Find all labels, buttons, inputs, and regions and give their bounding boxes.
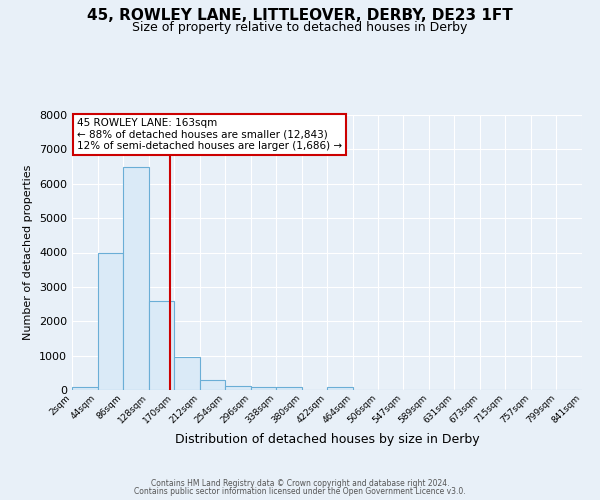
Bar: [276, 387, 302, 390]
Bar: [123, 166, 149, 390]
Text: Size of property relative to detached houses in Derby: Size of property relative to detached ho…: [133, 21, 467, 34]
Bar: [251, 386, 276, 390]
X-axis label: Distribution of detached houses by size in Derby: Distribution of detached houses by size …: [175, 433, 479, 446]
Bar: [174, 358, 200, 390]
Text: 45 ROWLEY LANE: 163sqm
← 88% of detached houses are smaller (12,843)
12% of semi: 45 ROWLEY LANE: 163sqm ← 88% of detached…: [77, 118, 342, 151]
Y-axis label: Number of detached properties: Number of detached properties: [23, 165, 34, 340]
Bar: [225, 386, 251, 390]
Bar: [200, 380, 225, 390]
Text: Contains public sector information licensed under the Open Government Licence v3: Contains public sector information licen…: [134, 487, 466, 496]
Bar: [328, 386, 353, 390]
Text: Contains HM Land Registry data © Crown copyright and database right 2024.: Contains HM Land Registry data © Crown c…: [151, 478, 449, 488]
Bar: [98, 252, 123, 390]
Bar: [72, 386, 98, 390]
Text: 45, ROWLEY LANE, LITTLEOVER, DERBY, DE23 1FT: 45, ROWLEY LANE, LITTLEOVER, DERBY, DE23…: [87, 8, 513, 22]
Bar: [149, 300, 174, 390]
